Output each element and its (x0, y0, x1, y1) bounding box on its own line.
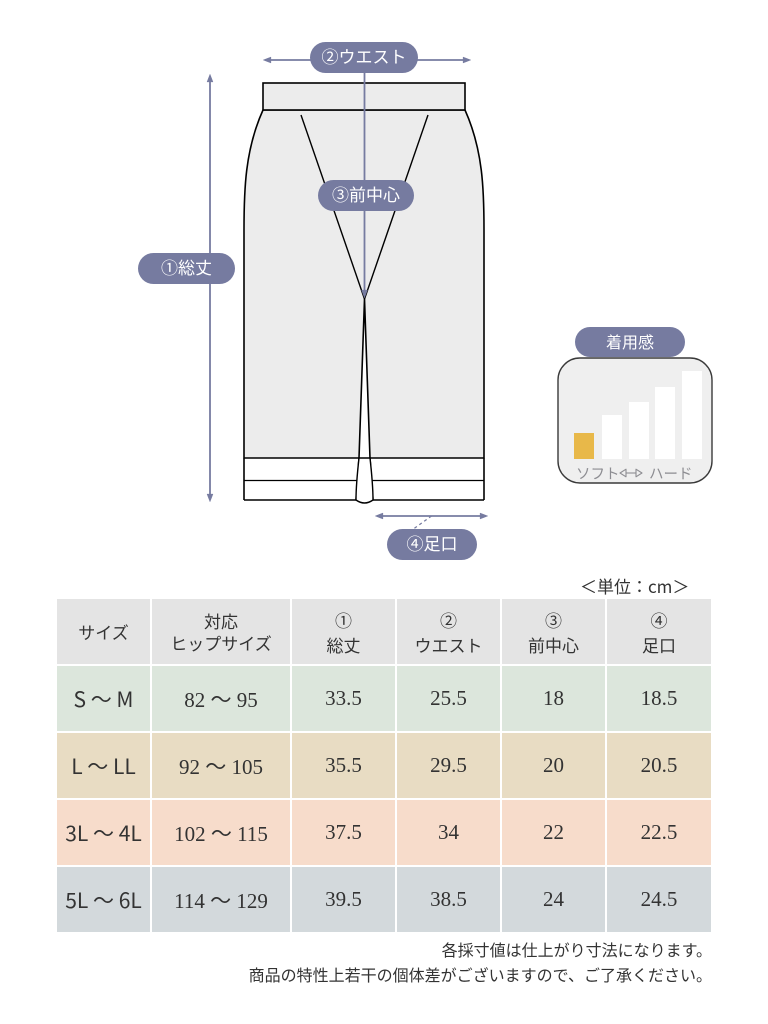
svg-text:②ウエスト: ②ウエスト (322, 43, 407, 68)
svg-text:④足口: ④足口 (407, 530, 458, 555)
svg-text:①総丈: ①総丈 (161, 254, 212, 279)
svg-text:着用感: 着用感 (606, 329, 654, 353)
svg-text:ハード: ハード (649, 463, 693, 484)
svg-text:ソフト: ソフト (576, 463, 620, 484)
svg-text:③前中心: ③前中心 (332, 181, 400, 206)
